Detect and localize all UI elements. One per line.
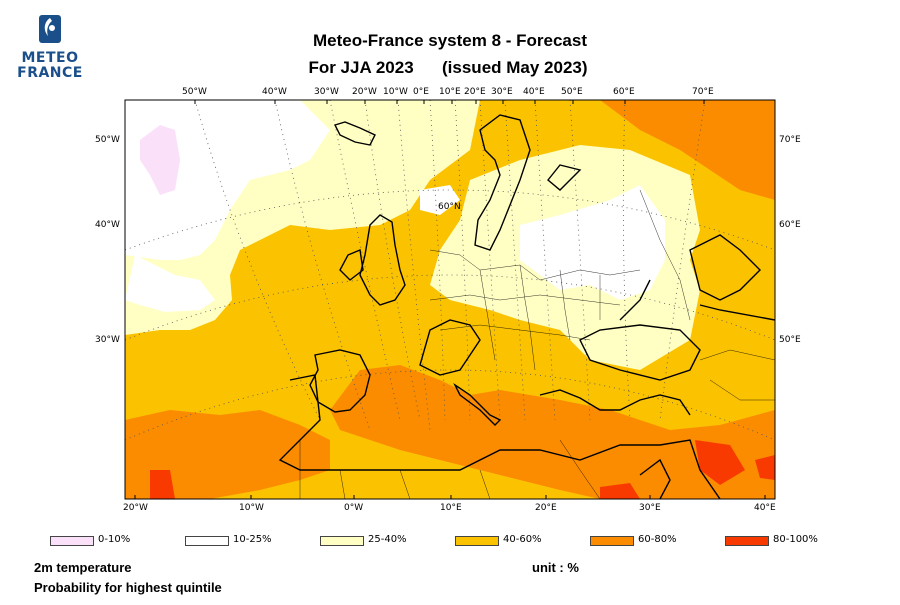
top-tick-label: 60°E (613, 87, 635, 97)
logo: METEO FRANCE (14, 14, 86, 81)
region-60-80-south-atlantic (125, 410, 330, 499)
region-0-10-canada (140, 125, 180, 195)
left-tick-label: 40°W (95, 220, 120, 230)
logo-text-line2: FRANCE (17, 65, 83, 81)
top-tick-label: 40°W (262, 87, 287, 97)
legend-swatch (320, 536, 364, 546)
top-tick-label: 0°E (413, 87, 429, 97)
legend-label: 25-40% (368, 534, 407, 545)
legend-label: 10-25% (233, 534, 272, 545)
right-tick-label: 60°E (779, 220, 801, 230)
graticule (125, 100, 775, 441)
bottom-tick-label: 40°E (754, 503, 776, 513)
top-tick-label: 20°W (352, 87, 377, 97)
map-frame (124, 99, 776, 500)
legend-swatch (590, 536, 634, 546)
title-issued: (issued May 2023) (442, 58, 588, 77)
title-period: For JJA 2023 (308, 58, 414, 77)
variable-label: 2m temperature (34, 560, 132, 575)
top-tick-label: 50°E (561, 87, 583, 97)
bottom-tick-label: 10°E (440, 503, 462, 513)
region-80-100-arabia (755, 455, 775, 480)
region-60-80-arctic (600, 100, 775, 200)
probability-label: Probability for highest quintile (34, 580, 222, 595)
top-tick-label: 70°E (692, 87, 714, 97)
top-tick-label: 10°E (439, 87, 461, 97)
region-10-25-north-sea (420, 185, 460, 215)
top-tick-label: 10°W (383, 87, 408, 97)
coastlines (278, 114, 775, 499)
legend-label: 40-60% (503, 534, 542, 545)
country-borders (299, 189, 775, 499)
top-tick-label: 20°E (464, 87, 486, 97)
top-tick-label: 30°E (491, 87, 513, 97)
right-tick-label: 50°E (779, 335, 801, 345)
bottom-tick-label: 20°E (535, 503, 557, 513)
legend-label: 0-10% (98, 534, 131, 545)
right-tick-label: 70°E (779, 135, 801, 145)
logo-text-line1: METEO (21, 50, 79, 66)
legend-label: 60-80% (638, 534, 677, 545)
region-10-25-russia (520, 185, 665, 300)
region-60-80-mediterranean (330, 365, 775, 499)
left-tick-label: 30°W (95, 335, 120, 345)
region-80-100-west (150, 470, 175, 499)
frame-ticks (134, 100, 766, 499)
legend-swatch (725, 536, 769, 546)
region-80-100-mideast (695, 440, 745, 485)
bottom-tick-label: 30°E (639, 503, 661, 513)
bottom-tick-label: 0°W (344, 503, 364, 513)
top-tick-label: 40°E (523, 87, 545, 97)
legend-swatch (50, 536, 94, 546)
title-line-1: Meteo-France system 8 - Forecast (313, 31, 587, 50)
top-tick-label: 50°W (182, 87, 207, 97)
region-10-25-greenland (125, 255, 215, 312)
legend-swatch (455, 536, 499, 546)
legend-swatch (185, 536, 229, 546)
bottom-tick-label: 20°W (123, 503, 148, 513)
unit-label: unit : % (532, 560, 579, 575)
latitude-label: 60°N (438, 202, 461, 212)
legend-label: 80-100% (773, 534, 818, 545)
bottom-tick-label: 10°W (239, 503, 264, 513)
left-tick-label: 50°W (95, 135, 120, 145)
region-80-100-africa (600, 483, 640, 499)
legend: 0-10% 10-25% 25-40% 40-60% 60-80% 80-100… (0, 534, 900, 550)
top-tick-label: 30°W (314, 87, 339, 97)
meteo-france-logo-icon (39, 15, 61, 43)
title-line-2: For JJA 2023 (issued May 2023) (0, 58, 898, 78)
